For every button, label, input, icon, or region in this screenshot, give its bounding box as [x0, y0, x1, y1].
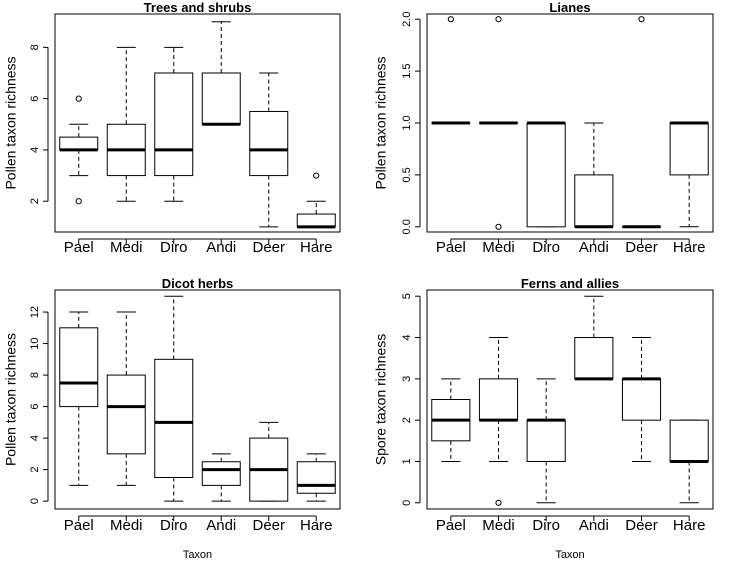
panel-lianes-x-tick-label-medi: Medi [482, 239, 515, 256]
panel-dicot-herbs-x-axis-label: Taxon [183, 549, 212, 561]
panel-trees-and-shrubs-y-tick-label: 6 [29, 96, 41, 102]
panel-ferns-and-allies-plot-frame [426, 289, 714, 510]
panel-ferns-and-allies-x-tick-label-medi: Medi [482, 517, 515, 534]
panel-trees-and-shrubs-x-tick-label-medi: Medi [110, 239, 143, 256]
panel-lianes-hare-box [669, 122, 709, 176]
panel-trees-and-shrubs-x-tick-label-pael: Pael [64, 239, 94, 256]
panel-trees-and-shrubs-hare-box [296, 213, 336, 228]
panel-dicot-herbs-x-tick-label-hare: Hare [300, 517, 333, 534]
panel-lianes-x-tick-label-diro: Diro [532, 239, 560, 256]
panel-dicot-herbs-y-tick-label: 10 [29, 337, 41, 349]
panel-trees-and-shrubs-y-tick-label: 4 [29, 147, 41, 153]
panel-ferns-and-allies-y-tick-label: 4 [401, 334, 413, 340]
panel-ferns-and-allies-x-tick-label-pael: Pael [436, 517, 466, 534]
panel-ferns-and-allies-y-tick-label: 3 [401, 376, 413, 382]
panel-lianes-x-tick-label-andi: Andi [579, 239, 609, 256]
panel-dicot-herbs-y-tick-label: 2 [29, 467, 41, 473]
panel-dicot-herbs-y-axis-label: Pollen taxon richness [3, 333, 19, 466]
panel-trees-and-shrubs-y-tick-label: 2 [29, 198, 41, 204]
panel-trees-and-shrubs-pael-outlier [75, 95, 82, 102]
panel-ferns-and-allies-y-tick-label: 2 [401, 417, 413, 423]
panel-dicot-herbs-andi-box [201, 461, 241, 486]
panel-lianes-y-axis-label: Pollen taxon richness [373, 56, 389, 189]
panel-ferns-and-allies-x-tick-label-deer: Deer [625, 517, 658, 534]
panel-dicot-herbs-plot-frame [54, 289, 341, 510]
panel-trees-and-shrubs-pael-outlier [75, 198, 82, 205]
panel-trees-and-shrubs-title: Trees and shrubs [144, 0, 252, 15]
panel-ferns-and-allies-deer-box [621, 378, 662, 421]
panel-dicot-herbs-diro-box [154, 358, 194, 478]
panel-dicot-herbs-x-tick-label-pael: Pael [64, 517, 94, 534]
panel-trees-and-shrubs-y-axis-label: Pollen taxon richness [3, 56, 19, 189]
panel-lianes-andi-box [574, 174, 614, 228]
panel-ferns-and-allies-y-tick-label: 0 [401, 500, 413, 506]
panel-lianes-y-tick-label: 1.0 [401, 115, 413, 130]
panel-lianes-medi-outlier [495, 223, 502, 230]
panel-lianes-x-tick-label-deer: Deer [625, 239, 658, 256]
panel-lianes-plot-frame [426, 13, 714, 233]
panel-lianes-title: Lianes [549, 0, 590, 15]
panel-dicot-herbs-x-tick-label-diro: Diro [160, 517, 188, 534]
panel-ferns-and-allies-y-axis-label: Spore taxon richness [373, 334, 389, 466]
panel-ferns-and-allies-andi-box [574, 337, 614, 380]
panel-ferns-and-allies-y-tick-label: 1 [401, 458, 413, 464]
panel-dicot-herbs-y-tick-label: 12 [29, 306, 41, 318]
panel-lianes-medi-outlier [495, 16, 502, 23]
panel-dicot-herbs-x-tick-label-medi: Medi [110, 517, 143, 534]
panel-lianes-y-tick-label: 2.0 [401, 12, 413, 27]
panel-ferns-and-allies-medi-box [478, 378, 519, 421]
panel-ferns-and-allies-x-axis-label: Taxon [555, 549, 584, 561]
panel-ferns-and-allies-x-tick-label-andi: Andi [579, 517, 609, 534]
panel-trees-and-shrubs-hare-outlier [313, 172, 320, 179]
panel-lianes-x-tick-label-pael: Pael [436, 239, 466, 256]
panel-lianes-diro-box [526, 122, 566, 228]
panel-trees-and-shrubs-y-tick-label: 8 [29, 44, 41, 50]
panel-trees-and-shrubs-andi-box [201, 72, 241, 125]
panel-ferns-and-allies-diro-box [526, 419, 566, 462]
panel-ferns-and-allies-x-tick-label-hare: Hare [673, 517, 706, 534]
panel-dicot-herbs-y-tick-label: 8 [29, 372, 41, 378]
panel-ferns-and-allies-title: Ferns and allies [521, 276, 619, 291]
panel-dicot-herbs-medi-box [106, 374, 146, 455]
panel-trees-and-shrubs-diro-box [154, 72, 194, 177]
panel-dicot-herbs-x-tick-label-andi: Andi [206, 517, 236, 534]
panel-trees-and-shrubs-pael-box [59, 136, 99, 151]
panel-dicot-herbs-title: Dicot herbs [162, 276, 234, 291]
panel-ferns-and-allies-medi-outlier [495, 499, 502, 506]
panel-lianes-y-tick-label: 1.5 [401, 63, 413, 78]
panel-trees-and-shrubs-plot-frame [54, 13, 341, 233]
panel-trees-and-shrubs-x-tick-label-diro: Diro [160, 239, 188, 256]
panel-lianes-y-tick-label: 0.0 [401, 219, 413, 234]
panel-trees-and-shrubs-x-tick-label-andi: Andi [206, 239, 236, 256]
panel-lianes-deer-outlier [638, 16, 645, 23]
panel-trees-and-shrubs-x-tick-label-deer: Deer [252, 239, 285, 256]
panel-dicot-herbs-y-tick-label: 0 [29, 498, 41, 504]
panel-dicot-herbs-x-tick-label-deer: Deer [252, 517, 285, 534]
panel-dicot-herbs-y-tick-label: 4 [29, 435, 41, 441]
panel-trees-and-shrubs-deer-box [249, 110, 289, 177]
panel-lianes-y-tick-label: 0.5 [401, 167, 413, 182]
panel-ferns-and-allies-x-tick-label-diro: Diro [532, 517, 560, 534]
panel-dicot-herbs-y-tick-label: 6 [29, 404, 41, 410]
panel-lianes-pael-outlier [447, 16, 454, 23]
panel-lianes-x-tick-label-hare: Hare [673, 239, 706, 256]
panel-ferns-and-allies-hare-box [669, 419, 709, 462]
panel-dicot-herbs-hare-box [296, 461, 336, 494]
panel-ferns-and-allies-y-tick-label: 5 [401, 293, 413, 299]
panel-dicot-herbs-pael-box [59, 327, 99, 408]
panel-trees-and-shrubs-x-tick-label-hare: Hare [300, 239, 333, 256]
